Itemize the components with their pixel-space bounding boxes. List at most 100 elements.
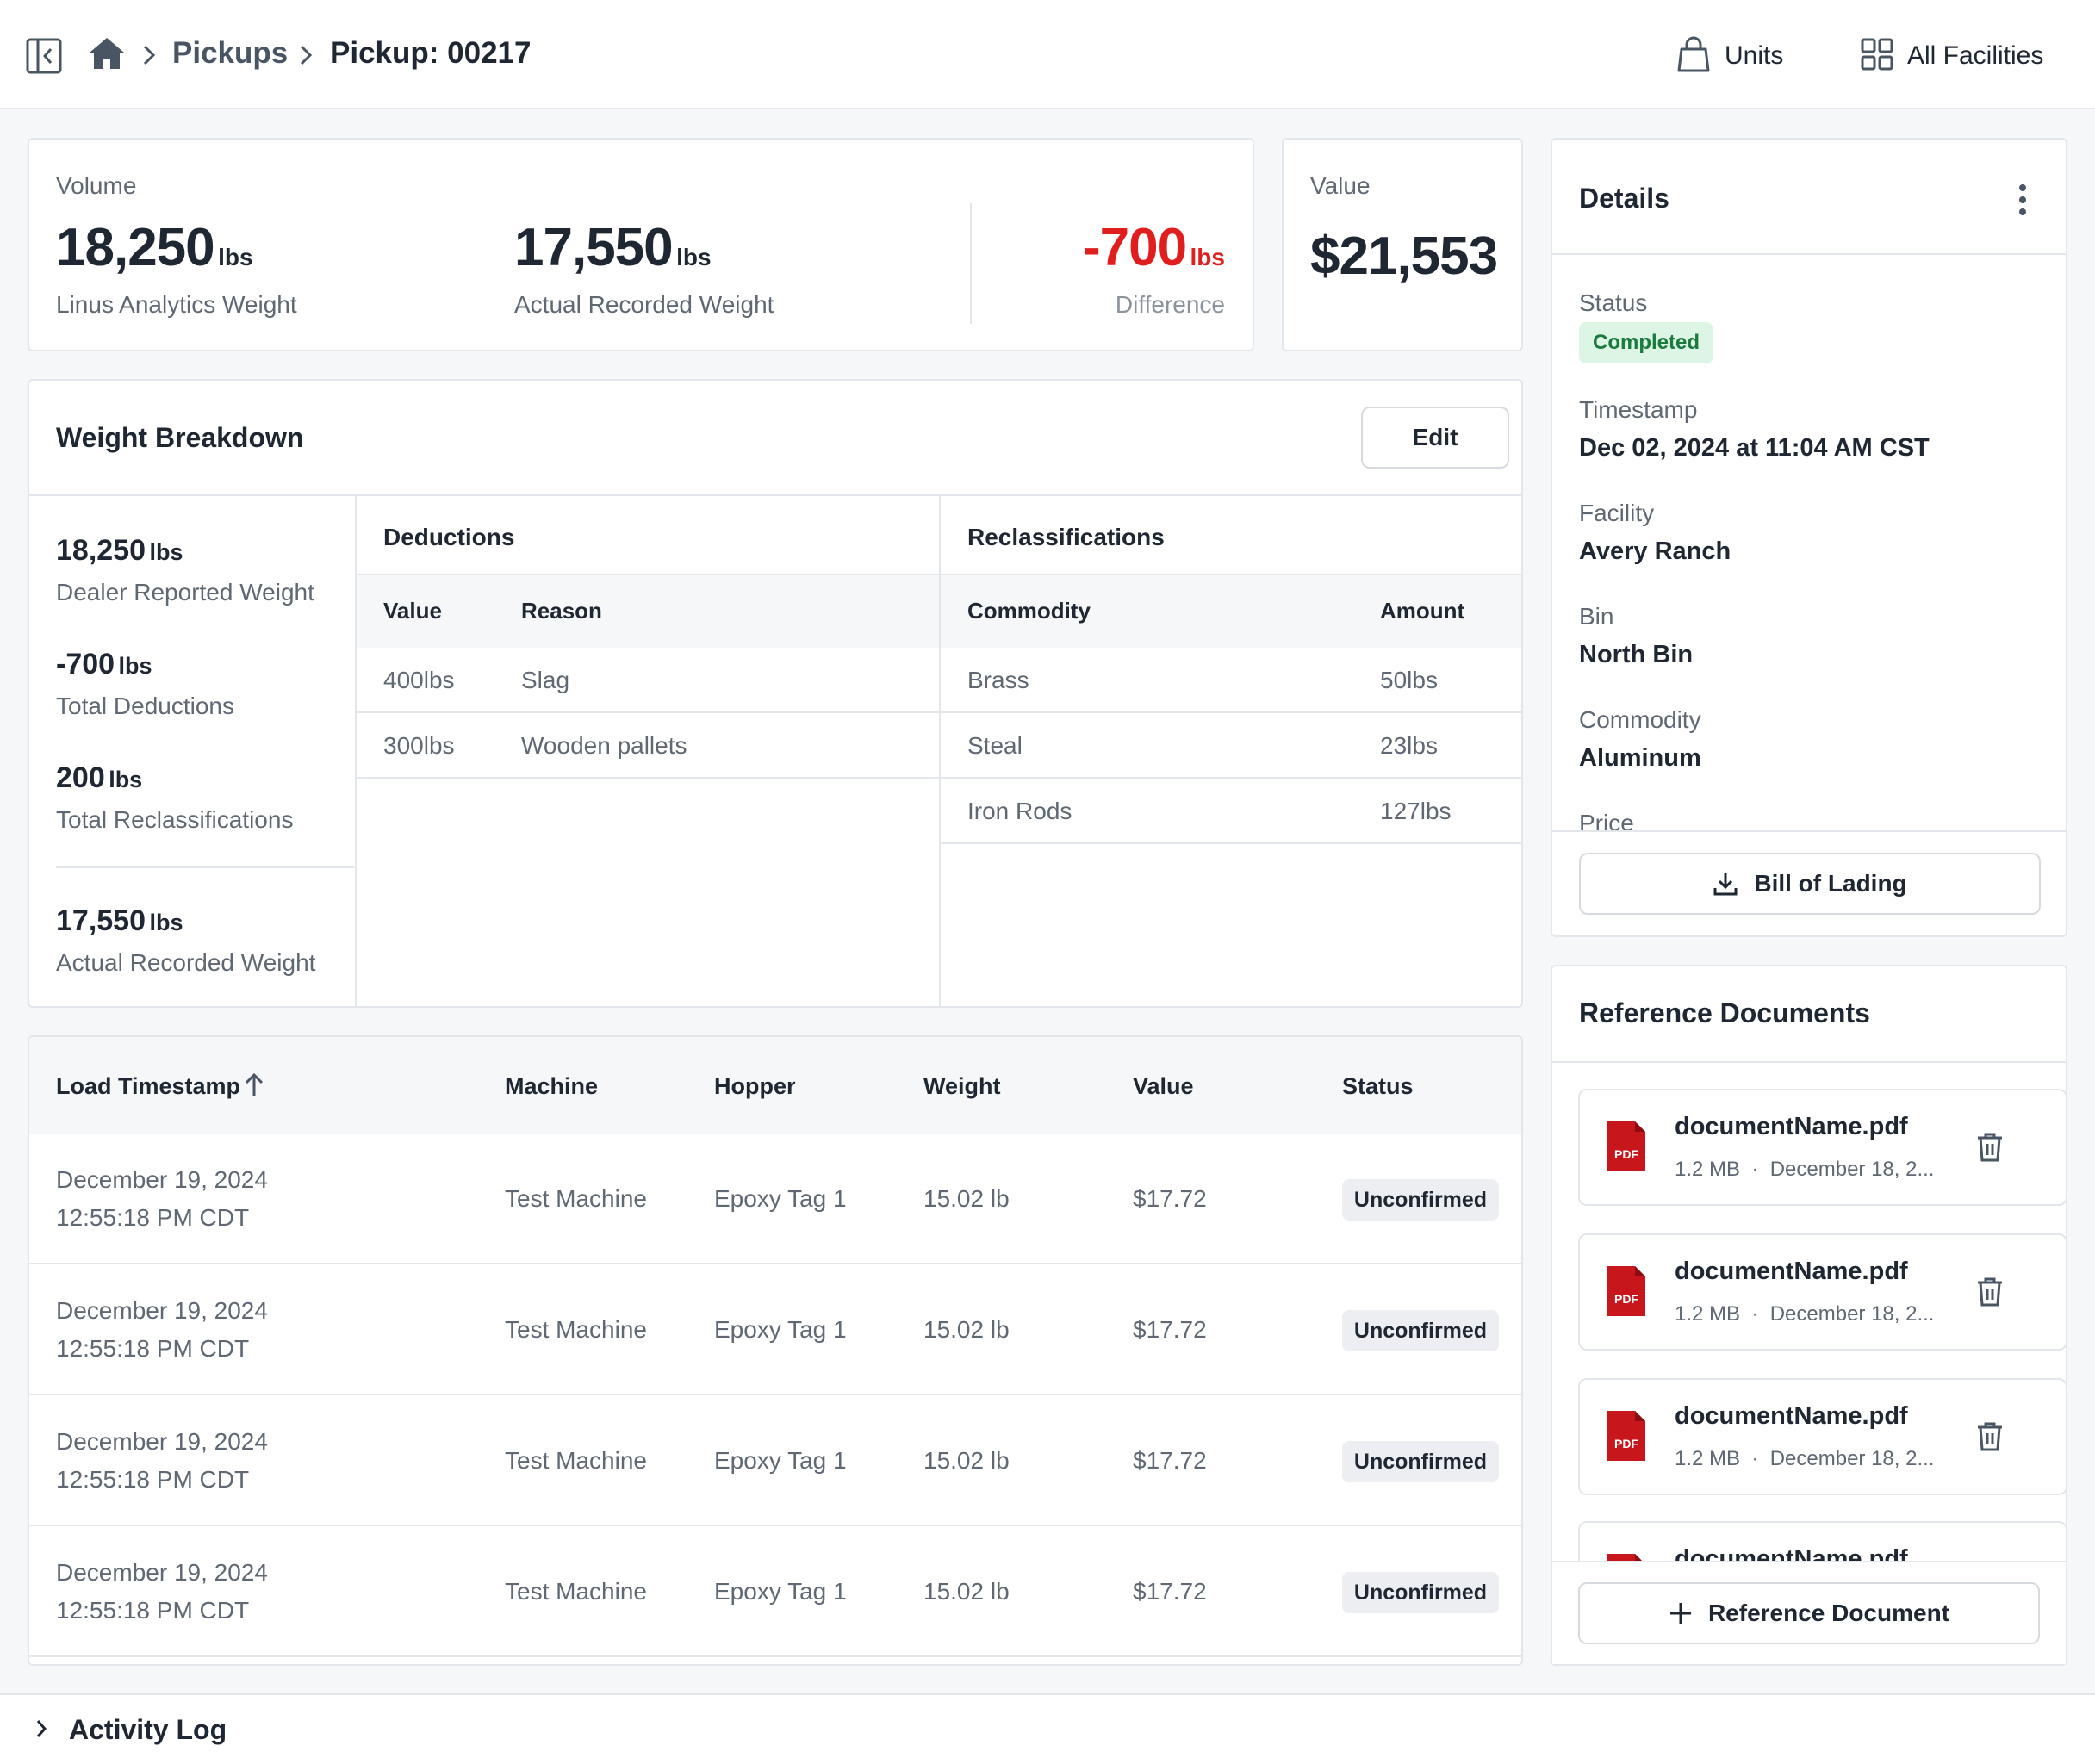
home-icon[interactable] [88, 34, 126, 72]
stat-label: Actual Recorded Weight [56, 949, 316, 976]
weight-breakdown-card: Weight Breakdown Edit 18,250 lbs Dealer … [28, 379, 1523, 1008]
table-row[interactable]: December 19, 2024 12:55:18 PM CDT Test M… [29, 1134, 1521, 1264]
column-header: Commodity [967, 598, 1091, 624]
svg-text:PDF: PDF [1614, 1147, 1638, 1161]
column-header: Reason [521, 598, 602, 624]
status-badge: Completed [1579, 322, 1714, 363]
deduction-reason: Wooden pallets [521, 732, 687, 759]
grid-icon[interactable] [1861, 38, 1893, 71]
value-amount: $21,553 [1310, 227, 1498, 286]
bill-of-lading-button[interactable]: Bill of Lading [1579, 853, 2041, 915]
document-date: December 18, 2... [1769, 1302, 1935, 1326]
deduction-reason: Slag [521, 667, 570, 693]
difference-label: Difference [1115, 291, 1225, 318]
hopper: Epoxy Tag 1 [714, 1316, 847, 1343]
column-header: Weight [923, 1073, 1001, 1099]
unit: lbs [1190, 244, 1225, 270]
divider [1552, 253, 2066, 255]
stat-actual: 17,550 lbs [56, 904, 183, 938]
stat-value: 17,550 [56, 904, 146, 937]
document-meta: 1.2 MB · December 18, 2... [1675, 1158, 1935, 1181]
stat-label: Dealer Reported Weight [56, 579, 314, 606]
unit: lbs [676, 244, 712, 270]
breadcrumb-pickups[interactable]: Pickups [172, 36, 289, 70]
stat-label: Total Deductions [56, 693, 235, 719]
table-row[interactable]: December 19, 2024 12:55:18 PM CDT Test M… [29, 1526, 1521, 1657]
table-row[interactable]: December 19, 2024 12:55:18 PM CDT Test M… [29, 1395, 1521, 1526]
document-item[interactable]: PDF documentName.pdf 1.2 MB · December 1… [1578, 1378, 2067, 1495]
deduction-value: 300lbs [383, 732, 455, 759]
document-clip: documentName.pdf [1552, 1521, 2066, 1562]
svg-text:PDF: PDF [1614, 1292, 1638, 1306]
svg-text:PDF: PDF [1614, 1437, 1638, 1450]
plus-icon [1669, 1603, 1691, 1624]
document-size: 1.2 MB [1675, 1447, 1741, 1470]
load-time: 12:55:18 PM CDT [56, 1466, 250, 1493]
table-row[interactable]: December 19, 2024 12:55:18 PM CDT Test M… [29, 1264, 1521, 1395]
pdf-file-icon: PDF [1606, 1264, 1647, 1318]
loads-header-row: Load Timestamp Machine Hopper Weight Val… [29, 1037, 1521, 1134]
document-size: 1.2 MB [1675, 1302, 1741, 1326]
chevron-right-icon[interactable] [34, 1717, 48, 1740]
machine: Test Machine [505, 1316, 647, 1343]
details-title: Details [1579, 183, 1669, 214]
commodity: Iron Rods [967, 798, 1072, 824]
add-reference-document-button[interactable]: Reference Document [1578, 1582, 2040, 1644]
document-meta: 1.2 MB · December 18, 2... [1675, 1302, 1935, 1326]
actual-weight-label: Actual Recorded Weight [514, 291, 774, 318]
divider [355, 494, 357, 1006]
units-button[interactable]: Units [1725, 41, 1784, 70]
divider [939, 494, 941, 1006]
document-name: documentName.pdf [1675, 1258, 1908, 1285]
document-date: December 18, 2... [1769, 1447, 1935, 1470]
linus-weight: 18,250 lbs [56, 217, 253, 278]
value: $17.72 [1133, 1578, 1207, 1605]
stat-reclassifications: 200 lbs [56, 761, 142, 795]
pdf-file-icon [1606, 1552, 1647, 1562]
hopper: Epoxy Tag 1 [714, 1185, 847, 1212]
timestamp-value: Dec 02, 2024 at 11:04 AM CST [1579, 434, 1930, 462]
value-card: Value $21,553 [1282, 138, 1523, 351]
bin-label: Bin [1579, 603, 1614, 630]
sidebar-toggle-icon[interactable] [26, 38, 62, 74]
column-header: Status [1342, 1073, 1414, 1099]
hopper: Epoxy Tag 1 [714, 1578, 847, 1605]
stat-value: 200 [56, 761, 105, 794]
linus-weight-value: 18,250 [56, 218, 215, 277]
status-badge: Unconfirmed [1342, 1441, 1499, 1482]
edit-button[interactable]: Edit [1361, 407, 1509, 469]
unit: lbs [149, 910, 183, 935]
volume-card: Volume 18,250 lbs Linus Analytics Weight… [28, 138, 1254, 351]
bin-value: North Bin [1579, 641, 1694, 668]
trash-icon[interactable] [1976, 1132, 2004, 1163]
divider [29, 494, 1521, 496]
activity-log-bar[interactable]: Activity Log [0, 1693, 2095, 1764]
column-header-load-timestamp[interactable]: Load Timestamp [56, 1073, 241, 1099]
sort-ascending-icon[interactable] [243, 1071, 265, 1097]
trash-icon[interactable] [1976, 1421, 2004, 1452]
document-meta: 1.2 MB · December 18, 2... [1675, 1447, 1935, 1470]
status-label: Status [1579, 289, 1648, 316]
document-item[interactable]: PDF documentName.pdf 1.2 MB · December 1… [1578, 1233, 2067, 1351]
document-item[interactable]: PDF documentName.pdf 1.2 MB · December 1… [1578, 1089, 2067, 1206]
value: $17.72 [1133, 1447, 1207, 1474]
document-name: documentName.pdf [1675, 1402, 1908, 1430]
column-header: Value [383, 598, 442, 624]
document-item[interactable]: documentName.pdf [1578, 1521, 2066, 1562]
table-row: Iron Rods 127lbs [941, 779, 1521, 844]
reclassifications-header-row: Commodity Amount [941, 574, 1521, 648]
table-row: 300lbs Wooden pallets [357, 713, 939, 779]
facility-label: Facility [1579, 500, 1655, 526]
units-bag-icon[interactable] [1676, 36, 1711, 72]
document-date: December 18, 2... [1769, 1158, 1935, 1181]
deductions-title: Deductions [383, 524, 515, 550]
document-name: documentName.pdf [1675, 1113, 1908, 1140]
machine: Test Machine [505, 1447, 647, 1474]
more-options-icon[interactable] [2017, 183, 2028, 217]
all-facilities-button[interactable]: All Facilities [1907, 41, 2044, 70]
activity-log-title[interactable]: Activity Log [69, 1714, 227, 1745]
trash-icon[interactable] [1976, 1276, 2004, 1307]
stat-dealer: 18,250 lbs [56, 534, 183, 568]
column-header: Machine [505, 1073, 599, 1099]
status-badge: Unconfirmed [1342, 1310, 1499, 1351]
